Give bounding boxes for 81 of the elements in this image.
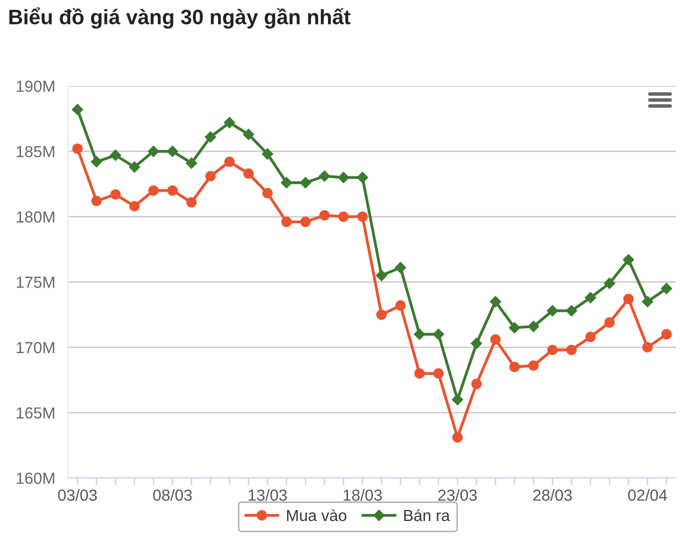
point <box>395 300 406 311</box>
point <box>280 176 292 189</box>
chart-title: Biểu đồ giá vàng 30 ngày gần nhất <box>9 7 350 29</box>
point <box>642 342 653 353</box>
point <box>357 211 368 222</box>
point <box>509 362 520 372</box>
point <box>72 144 83 154</box>
point <box>281 216 292 228</box>
point <box>432 328 444 340</box>
point <box>528 360 539 371</box>
y-tick-label: 185M <box>16 146 54 158</box>
point <box>394 262 406 274</box>
point <box>262 188 273 198</box>
point <box>622 254 634 266</box>
y-tick-label: 190M <box>16 80 54 92</box>
point <box>338 172 350 184</box>
x-tick-label: 18/03 <box>344 489 382 501</box>
point <box>490 296 502 308</box>
point <box>300 176 312 189</box>
point <box>186 197 197 208</box>
point <box>338 211 349 222</box>
point <box>205 170 216 182</box>
point <box>356 172 368 184</box>
point <box>566 304 578 317</box>
point <box>224 156 235 167</box>
point <box>623 294 634 304</box>
point <box>186 157 198 169</box>
point <box>508 322 520 334</box>
point <box>585 332 596 342</box>
x-tick-label: 02/04 <box>628 489 668 501</box>
point <box>433 368 444 379</box>
point <box>546 304 558 317</box>
point <box>224 116 236 128</box>
point <box>470 338 482 350</box>
point <box>642 296 654 308</box>
point <box>300 216 311 228</box>
point <box>452 432 463 443</box>
point <box>243 168 254 179</box>
point <box>604 317 615 328</box>
x-tick-label: 28/03 <box>533 489 572 501</box>
point <box>452 394 464 406</box>
point <box>91 196 102 206</box>
point <box>204 131 216 143</box>
point <box>376 309 387 320</box>
x-tick-label: 13/03 <box>248 489 287 501</box>
point <box>604 277 616 290</box>
point <box>148 185 159 196</box>
point <box>376 270 388 282</box>
x-tick-label: 03/03 <box>58 489 97 501</box>
point <box>661 329 672 340</box>
point <box>471 378 482 390</box>
point <box>660 282 672 294</box>
point <box>566 344 577 356</box>
point <box>72 104 84 116</box>
point <box>319 210 330 221</box>
y-tick-label: 160M <box>16 472 54 484</box>
point <box>242 128 254 140</box>
point <box>414 368 425 379</box>
y-tick-label: 180M <box>16 211 54 223</box>
y-tick-label: 170M <box>16 342 54 354</box>
legend-label: Mua vào <box>287 509 346 522</box>
point <box>528 320 540 332</box>
x-tick-label: 08/03 <box>153 489 192 501</box>
point <box>547 344 558 356</box>
point <box>262 148 274 160</box>
x-tick-label: 23/03 <box>438 489 477 501</box>
point <box>148 145 160 158</box>
y-tick-label: 175M <box>16 276 54 288</box>
point <box>318 170 330 182</box>
y-tick-label: 165M <box>16 407 54 419</box>
legend-label: Bán ra <box>404 509 450 522</box>
point <box>166 145 178 158</box>
point <box>584 292 596 304</box>
point <box>128 161 140 173</box>
point <box>414 328 426 340</box>
point <box>90 156 102 168</box>
point <box>110 189 121 200</box>
point <box>129 201 140 212</box>
point <box>110 149 122 162</box>
point <box>490 334 501 345</box>
point <box>167 185 178 196</box>
